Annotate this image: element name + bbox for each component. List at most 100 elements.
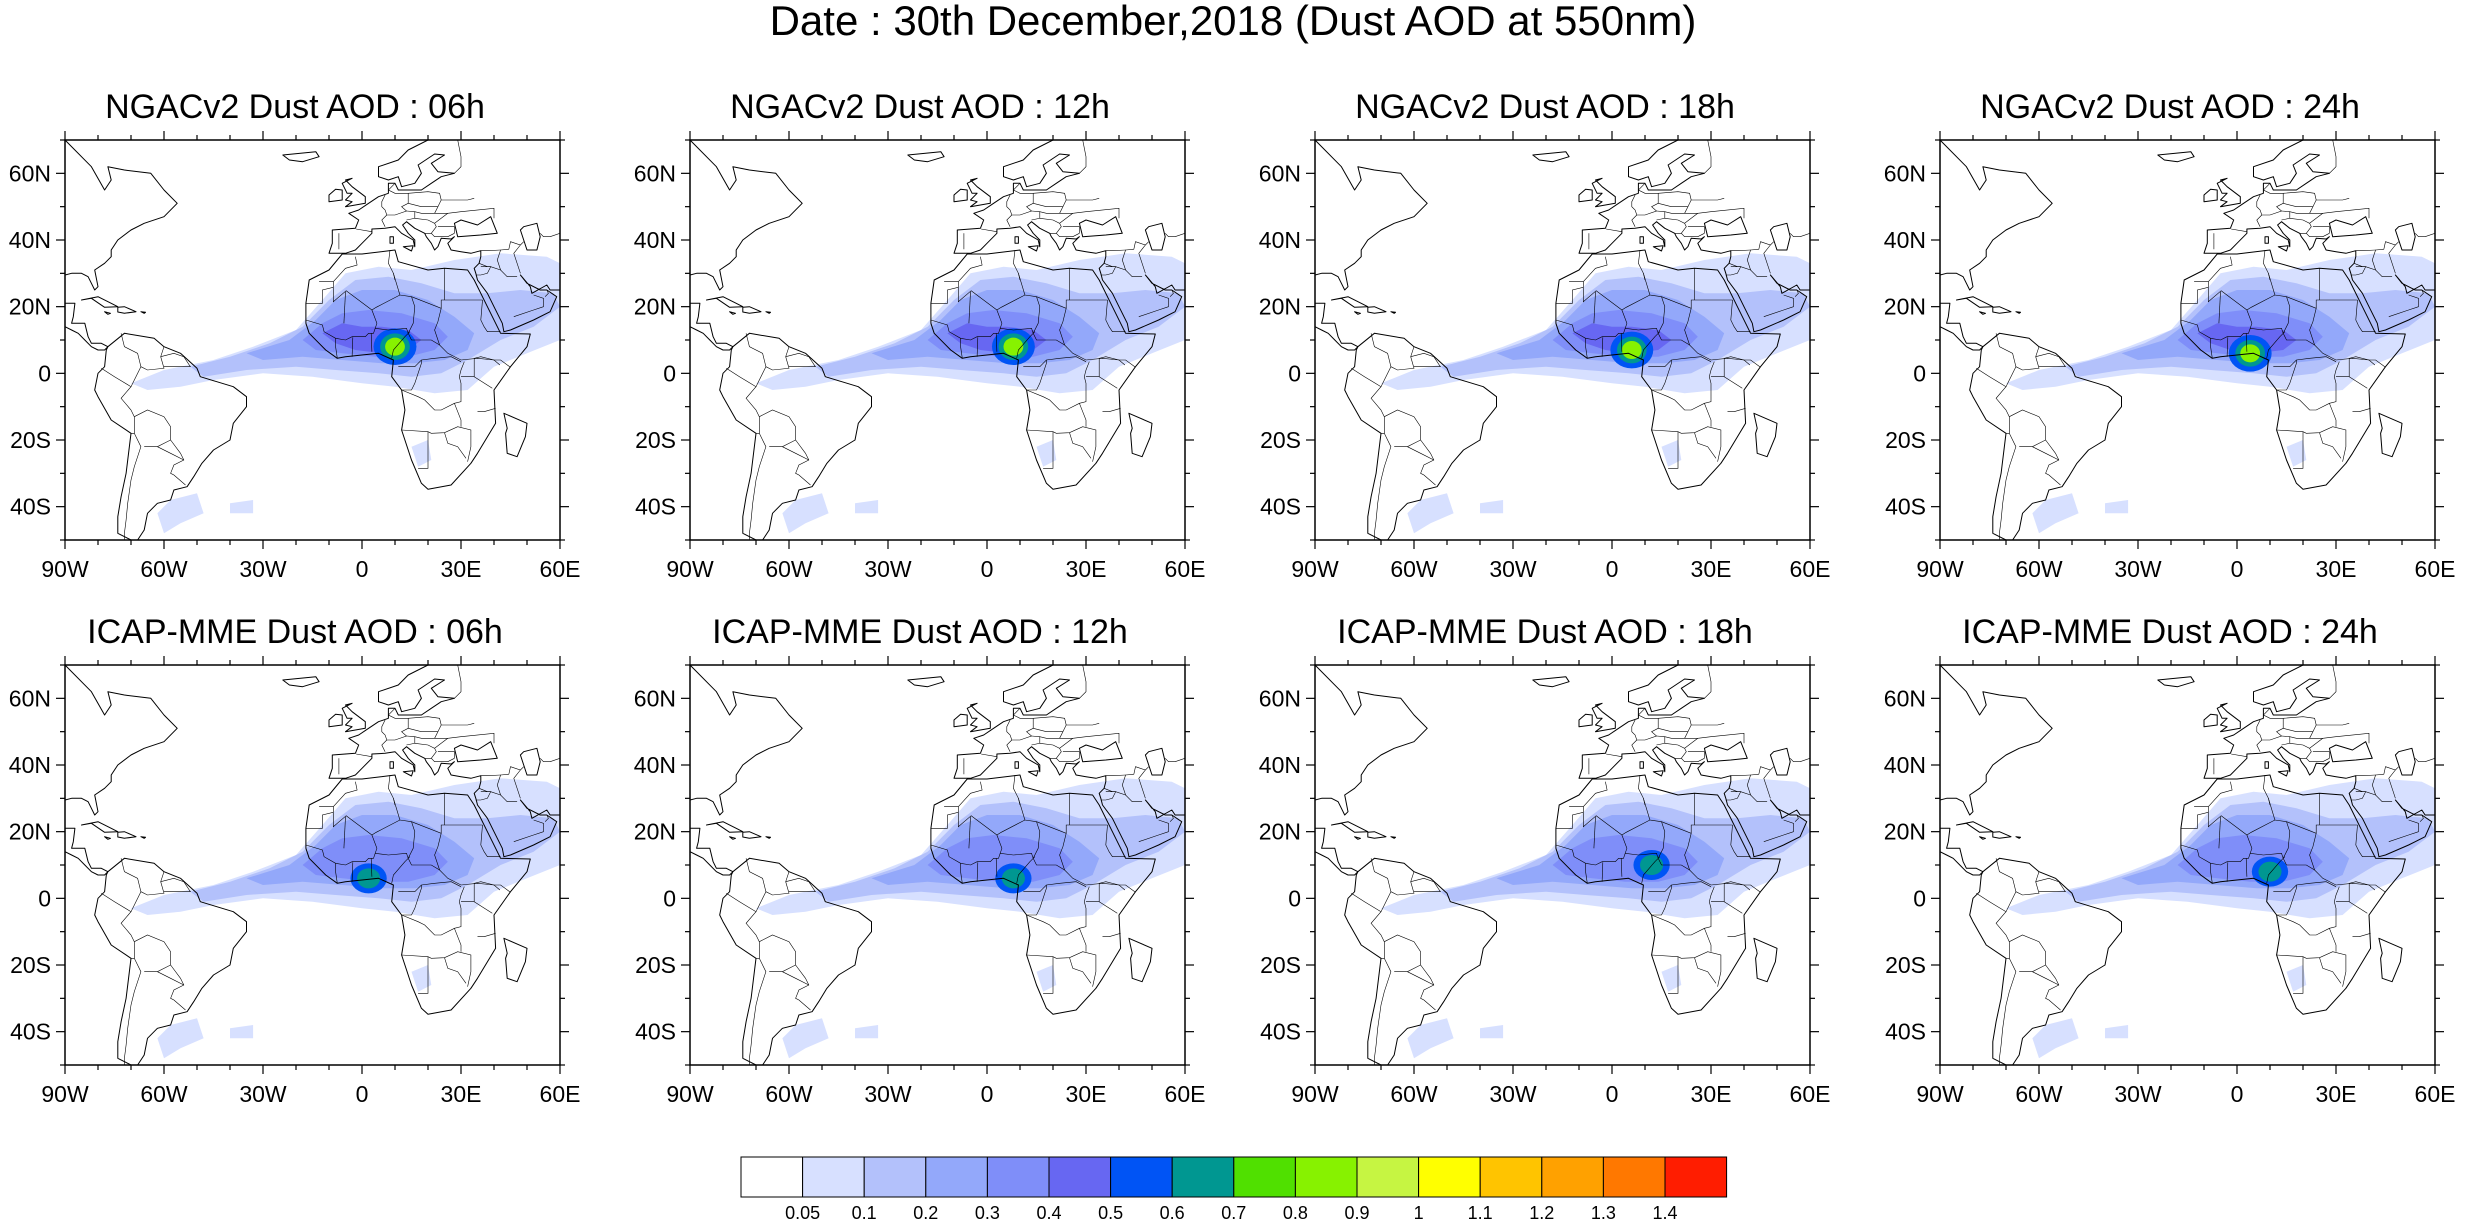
lat-tick-label: 0 [1288,885,1301,911]
colorbar-label: 1.4 [1652,1203,1677,1222]
axis-ticks [1931,131,2444,549]
lon-tick-label: 90W [666,556,714,582]
dust-contour-south [2105,500,2129,514]
colorbar-box [1664,1156,1728,1198]
dust-contour-south [2032,493,2079,534]
dust-hotspot-peak [1003,337,1024,356]
lat-tick-label: 0 [1913,885,1926,911]
lat-tick-label: 40S [1260,494,1301,520]
axis-ticks [56,131,569,549]
lat-tick-label: 40S [635,494,676,520]
lat-tick-label: 20N [9,819,51,845]
lon-tick-label: 60W [765,556,813,582]
lon-tick-label: 30E [1066,556,1107,582]
lon-tick-label: 30W [864,556,912,582]
panel-title: NGACv2 Dust AOD : 24h [1980,88,2360,126]
panel-title: ICAP-MME Dust AOD : 06h [87,613,503,651]
country-borders [726,140,1185,540]
dust-contour-south [2105,1025,2129,1039]
lon-tick-label: 30E [1691,556,1732,582]
dust-contour-south [1661,965,1682,992]
lat-tick-label: 20S [10,427,51,453]
lon-tick-label: 90W [1916,556,1964,582]
dust-contour-south [411,965,432,992]
dust-contour-south [230,500,254,514]
panel-title: ICAP-MME Dust AOD : 24h [1962,613,2378,651]
colorbar-label: 0.8 [1283,1203,1308,1222]
colorbar-label: 1.2 [1529,1203,1554,1222]
dust-contour-south [1661,440,1682,467]
colorbar-label: 0.2 [913,1203,938,1222]
colorbar-box [1356,1156,1420,1198]
lat-tick-label: 40N [1259,227,1301,253]
colorbar-box [1479,1156,1543,1198]
lon-tick-label: 30W [1489,556,1537,582]
lon-tick-label: 0 [981,1081,994,1107]
dust-contour-south [1036,440,1057,467]
axis-ticks [681,656,1194,1074]
axis-ticks [1306,656,1819,1074]
lat-tick-label: 40S [1885,494,1926,520]
lon-tick-label: 0 [1606,556,1619,582]
lat-tick-label: 20N [1884,294,1926,320]
lat-tick-label: 40N [9,227,51,253]
colorbar-box [1233,1156,1296,1198]
country-borders [1351,140,1810,540]
colorbar-box [1048,1156,1112,1198]
dust-contour-south [1407,493,1454,534]
lat-tick-label: 0 [663,360,676,386]
colorbar-label: 1 [1414,1203,1424,1222]
lon-tick-label: 30E [2316,1081,2357,1107]
colorbar-label: 1.3 [1591,1203,1616,1222]
lon-tick-label: 0 [356,556,369,582]
lon-tick-label: 30E [2316,556,2357,582]
colorbar-box [1294,1156,1358,1198]
dust-hotspot-peak [2263,866,2277,878]
dust-contour-south [1480,1025,1504,1039]
coastlines [1315,665,1810,1065]
country-borders [1976,665,2435,1065]
colorbar-label: 0.9 [1344,1203,1369,1222]
lon-tick-label: 90W [1291,556,1339,582]
dust-aod-field [690,665,1185,1065]
lon-tick-label: 60W [765,1081,813,1107]
coastlines [1940,140,2435,540]
panel-title: NGACv2 Dust AOD : 12h [730,88,1110,126]
colorbar-label: 0.05 [785,1203,820,1222]
lon-tick-label: 60E [1790,556,1831,582]
lon-tick-label: 0 [2231,1081,2244,1107]
lat-tick-label: 40N [634,227,676,253]
lat-tick-label: 20S [1260,952,1301,978]
dust-aod-field [65,140,560,540]
lat-tick-label: 20S [635,952,676,978]
dust-contour-south [782,1018,829,1059]
lat-tick-label: 0 [38,360,51,386]
lat-tick-label: 20N [1884,819,1926,845]
lon-tick-label: 60W [1390,1081,1438,1107]
lon-tick-label: 30W [2114,1081,2162,1107]
lat-tick-label: 0 [38,885,51,911]
dust-aod-field [1940,140,2435,540]
dust-aod-field [690,140,1185,540]
lat-tick-label: 0 [1288,360,1301,386]
lat-tick-label: 60N [1259,160,1301,186]
dust-aod-field [65,665,560,1065]
lat-tick-label: 60N [9,685,51,711]
dust-contour-south [2286,965,2307,992]
dust-contour-south [855,500,879,514]
lon-tick-label: 30E [1691,1081,1732,1107]
lon-tick-label: 90W [41,556,89,582]
lat-tick-label: 60N [1259,685,1301,711]
panel-title: ICAP-MME Dust AOD : 12h [712,613,1128,651]
colorbar-label: 1.1 [1468,1203,1493,1222]
dust-contour-south [157,1018,204,1059]
lat-tick-label: 20S [635,427,676,453]
lat-tick-label: 20N [9,294,51,320]
map-plot: 60N 40N 20N 0 20S 40S 90W 60W 30W 0 30E 60E [634,131,1205,582]
lat-tick-label: 40N [1884,227,1926,253]
map-plot: 60N 40N 20N 0 20S 40S 90W 60W 30W 0 30E 60E [1259,656,1830,1107]
lon-tick-label: 60W [1390,556,1438,582]
country-borders [101,140,560,540]
lat-tick-label: 40S [1885,1019,1926,1045]
lat-tick-label: 20S [1260,427,1301,453]
